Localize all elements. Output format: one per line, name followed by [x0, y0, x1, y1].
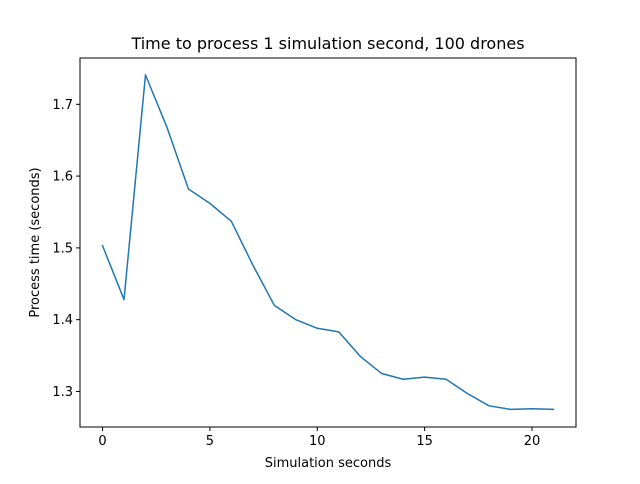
y-tick-label: 1.4 — [52, 313, 73, 328]
y-tick-label: 1.3 — [52, 385, 73, 400]
y-axis: 1.3 1.4 1.5 1.6 1.7 — [52, 98, 80, 400]
y-tick-label: 1.7 — [52, 98, 73, 113]
chart-title: Time to process 1 simulation second, 100… — [130, 34, 524, 53]
x-tick-label: 5 — [206, 434, 214, 449]
x-tick-label: 15 — [416, 434, 433, 449]
series-line — [101, 74, 555, 411]
x-axis: 0 5 10 15 20 — [98, 427, 540, 449]
x-tick-label: 20 — [524, 434, 541, 449]
plot-background — [80, 58, 576, 427]
plot-frame — [79, 57, 577, 428]
x-axis-label: Simulation seconds — [265, 456, 392, 471]
plot-area — [80, 58, 576, 427]
series-layer — [101, 74, 555, 411]
y-tick-label: 1.5 — [52, 241, 73, 256]
x-tick-label: 0 — [98, 434, 106, 449]
x-tick-label: 10 — [309, 434, 326, 449]
y-axis-label: Process time (seconds) — [28, 167, 43, 317]
y-tick-label: 1.6 — [52, 170, 73, 185]
